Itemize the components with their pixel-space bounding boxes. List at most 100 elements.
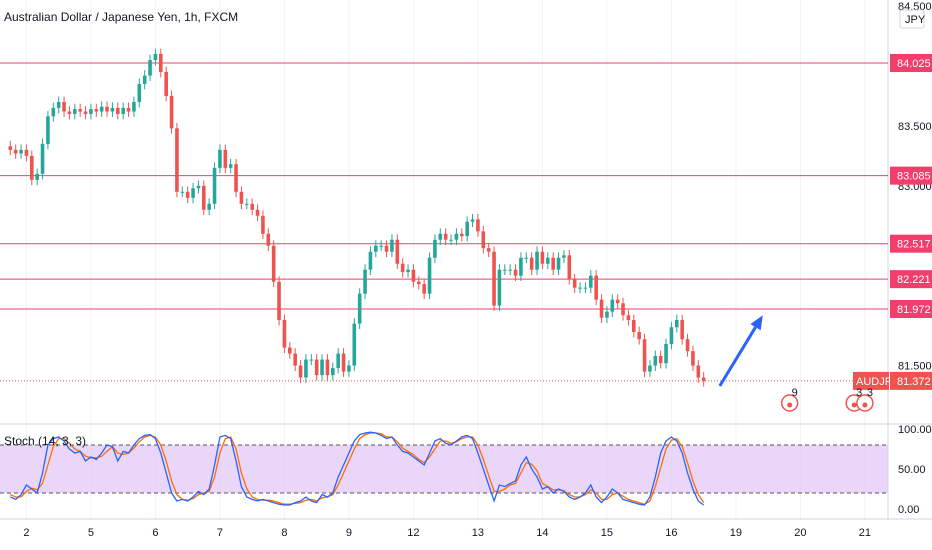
- candle-body: [519, 257, 523, 276]
- time-tick-label: 14: [536, 527, 548, 539]
- stoch-title: Stoch (14, 3, 3): [4, 434, 87, 448]
- candle-body: [24, 149, 29, 156]
- candle-body: [363, 269, 367, 294]
- candle-body: [615, 299, 620, 304]
- candle-body: [331, 367, 335, 376]
- candle-body: [341, 353, 346, 372]
- last-price-bg: [890, 371, 932, 390]
- candle-body: [196, 185, 201, 189]
- level-label: 81.972: [897, 304, 931, 316]
- candle-body: [578, 287, 582, 289]
- event-marker-21a-label: 3: [856, 387, 862, 399]
- candle-body: [685, 339, 690, 352]
- candle-body: [325, 359, 330, 376]
- candle-body: [621, 303, 625, 316]
- event-marker-19-label: 9: [792, 387, 798, 399]
- candle-body: [234, 164, 238, 192]
- level-label-bg: [890, 234, 932, 253]
- candle-body: [62, 101, 66, 112]
- price-tick-label: 81.500: [898, 361, 932, 373]
- candle-body: [56, 101, 61, 108]
- candle-body: [51, 107, 56, 117]
- candle-body: [142, 75, 147, 84]
- stoch-band: [0, 445, 888, 493]
- candle-body: [422, 284, 426, 294]
- candle-body: [637, 332, 641, 340]
- time-tick-label: 20: [794, 527, 806, 539]
- candle-body: [282, 320, 287, 348]
- candle-body: [589, 275, 593, 288]
- candle-body: [669, 327, 674, 344]
- candle-body: [78, 109, 82, 112]
- candle-body: [116, 107, 120, 114]
- arrow-head: [750, 315, 763, 331]
- candle-body: [180, 191, 185, 193]
- candle-body: [658, 355, 663, 364]
- candle-body: [46, 116, 50, 144]
- stoch-tick-label: 0.00: [898, 504, 919, 516]
- candle-body: [562, 255, 566, 258]
- candle-body: [239, 191, 244, 204]
- candle-body: [126, 107, 131, 112]
- candle-body: [594, 275, 598, 300]
- level-label-bg: [890, 54, 932, 72]
- candle-body: [691, 351, 695, 366]
- candle-body: [486, 248, 491, 252]
- currency-box: [899, 9, 925, 29]
- candle-body: [508, 269, 512, 271]
- time-tick-label: 19: [730, 527, 742, 539]
- candle-body: [336, 353, 340, 368]
- candle-body: [67, 111, 72, 114]
- candle-body: [94, 109, 99, 112]
- candle-body: [164, 71, 168, 96]
- time-tick-label: 9: [346, 527, 352, 539]
- candle-body: [384, 245, 389, 252]
- candle-body: [605, 311, 609, 318]
- candle-body: [245, 203, 249, 205]
- candle-body: [400, 263, 405, 273]
- time-tick-label: 5: [88, 527, 94, 539]
- last-price-label: 81.372: [897, 376, 931, 388]
- candle-body: [572, 279, 577, 288]
- level-label: 83.085: [897, 171, 931, 183]
- candle-body: [664, 343, 668, 364]
- stoch-tick-label: 100.00: [898, 424, 932, 436]
- candle-body: [159, 54, 163, 72]
- candle-body: [83, 111, 88, 114]
- candle-body: [567, 255, 572, 280]
- symbol-label-bg: [853, 371, 889, 390]
- candle-body: [121, 107, 125, 114]
- candle-body: [411, 269, 416, 282]
- time-tick-label: 6: [152, 527, 158, 539]
- candle-body: [185, 191, 190, 198]
- candle-body: [653, 355, 658, 366]
- candle-body: [314, 359, 319, 376]
- candle-body: [19, 149, 23, 154]
- time-tick-label: 16: [665, 527, 677, 539]
- candle-body: [8, 146, 13, 150]
- currency-label: JPY: [905, 14, 926, 26]
- event-marker-21b-dot: [862, 402, 868, 408]
- candle-body: [417, 281, 421, 285]
- time-tick-label: 8: [281, 527, 287, 539]
- price-tick-label: 83.500: [898, 121, 932, 133]
- candle-body: [309, 359, 314, 361]
- candle-body: [357, 293, 362, 324]
- chart-title: Australian Dollar / Japanese Yen, 1h, FX…: [4, 10, 239, 24]
- candle-body: [540, 251, 545, 264]
- candle-body: [379, 245, 383, 247]
- candle-body: [304, 359, 308, 378]
- candle-body: [642, 339, 647, 372]
- candle-body: [427, 257, 432, 294]
- candle-body: [443, 233, 448, 240]
- stoch-tick-label: 50.00: [898, 464, 926, 476]
- candle-body: [680, 320, 684, 340]
- candle-body: [266, 233, 271, 246]
- candle-body: [352, 323, 357, 366]
- symbol-label: AUDJPY: [856, 376, 900, 388]
- candle-body: [438, 233, 443, 240]
- event-marker-21a-dot: [851, 402, 857, 408]
- candle-body: [73, 109, 77, 114]
- candle-body: [261, 215, 265, 234]
